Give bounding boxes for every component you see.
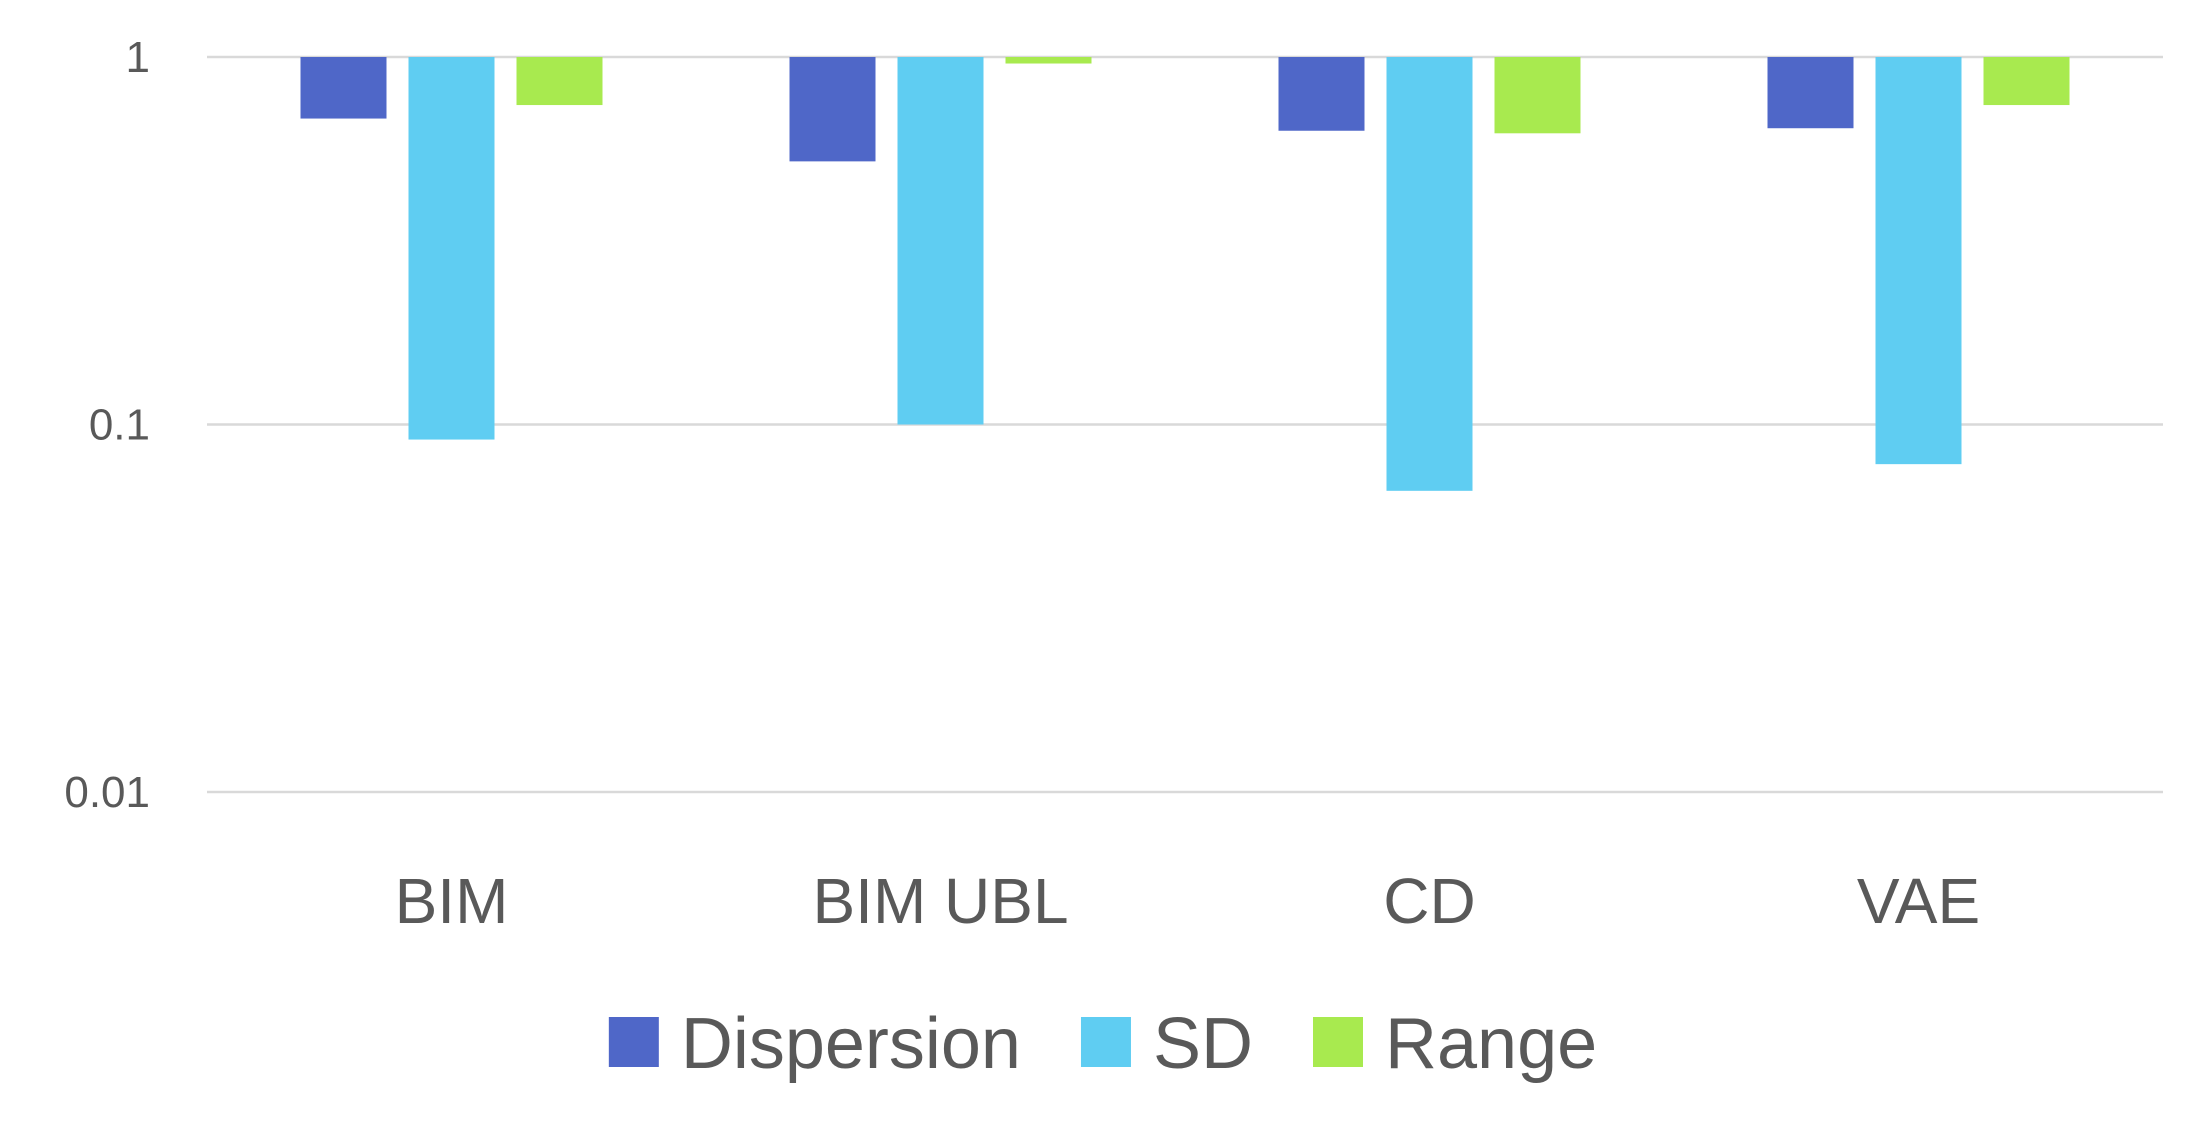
x-category-label: CD: [1383, 865, 1475, 937]
legend-label-range: Range: [1385, 1004, 1597, 1084]
y-tick-label: 0.01: [64, 768, 150, 817]
bar-sd-cd: [1386, 57, 1473, 491]
legend-label-dispersion: Dispersion: [681, 1004, 1021, 1084]
gridlines: [207, 55, 2163, 794]
legend-swatch-sd: [1080, 1017, 1131, 1067]
x-category-label: BIM: [395, 865, 509, 937]
y-axis-tick-labels: 1 0.1 0.01: [64, 33, 150, 817]
bar-range-vae: [1983, 57, 2070, 106]
y-tick-label: 0.1: [89, 401, 150, 450]
bar-sd-bim-ubl: [897, 57, 984, 425]
bar-sd-bim: [408, 57, 495, 440]
bar-dispersion-cd: [1278, 57, 1365, 131]
legend-swatch-dispersion: [608, 1017, 659, 1067]
x-category-label: VAE: [1857, 865, 1980, 937]
bar-dispersion-bim-ubl: [789, 57, 876, 162]
bar-range-bim-ubl: [1005, 57, 1092, 64]
bar-dispersion-bim: [300, 57, 387, 119]
bar-sd-vae: [1875, 57, 1962, 465]
bar-dispersion-vae: [1767, 57, 1854, 129]
bars: [300, 57, 2070, 491]
legend: Dispersion SD Range: [608, 1004, 1597, 1084]
x-category-label: BIM UBL: [812, 865, 1068, 937]
bar-range-cd: [1494, 57, 1581, 134]
bar-range-bim: [516, 57, 603, 106]
x-axis-category-labels: BIM BIM UBL CD VAE: [395, 865, 1981, 937]
y-tick-label: 1: [126, 33, 150, 82]
legend-label-sd: SD: [1153, 1004, 1253, 1084]
legend-swatch-range: [1313, 1017, 1363, 1067]
